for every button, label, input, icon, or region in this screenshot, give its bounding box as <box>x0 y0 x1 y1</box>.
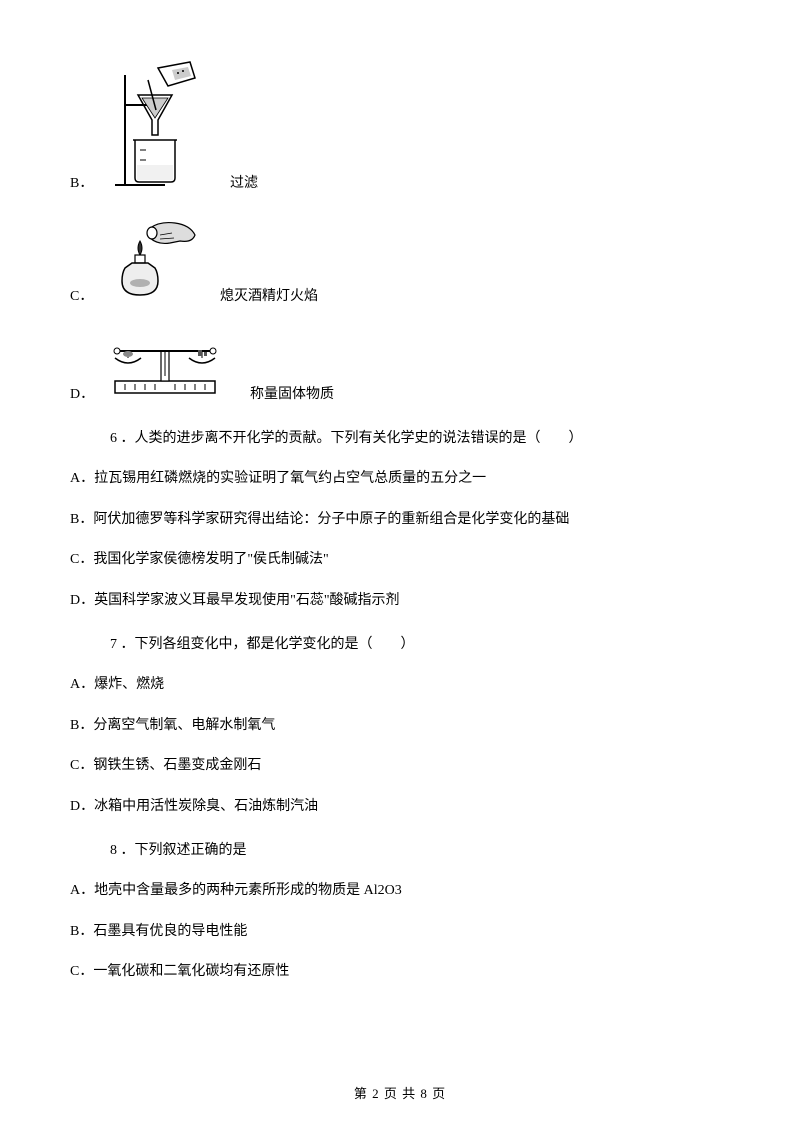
option-letter-d: D． <box>70 383 100 406</box>
q8-choice-c: C．一氧化碳和二氧化碳均有还原性 <box>70 961 730 983</box>
alcohol-lamp-image <box>100 213 200 308</box>
q6-choice-c: C．我国化学家侯德榜发明了"侯氏制碱法" <box>70 549 730 571</box>
q7-choice-c: C．钢铁生锈、石墨变成金刚石 <box>70 755 730 777</box>
q6-choice-a: A．拉瓦锡用红磷燃烧的实验证明了氧气约占空气总质量的五分之一 <box>70 468 730 490</box>
option-d-row: D． 称量固体物质 <box>70 326 730 406</box>
option-label-c: 熄灭酒精灯火焰 <box>200 285 318 308</box>
q7-choice-d: D．冰箱中用活性炭除臭、石油炼制汽油 <box>70 796 730 818</box>
q8-choice-a: A．地壳中含量最多的两种元素所形成的物质是 Al2O3 <box>70 880 730 902</box>
option-label-d: 称量固体物质 <box>230 383 334 406</box>
q7-choice-b: B．分离空气制氧、电解水制氧气 <box>70 715 730 737</box>
q6-stem: 6 ．人类的进步离不开化学的贡献。下列有关化学史的说法错误的是（ ） <box>110 428 730 450</box>
q6-choice-b: B．阿伏加德罗等科学家研究得出结论：分子中原子的重新组合是化学变化的基础 <box>70 509 730 531</box>
option-c-row: C． 熄灭酒精灯火焰 <box>70 213 730 308</box>
q8-choice-b: B．石墨具有优良的导电性能 <box>70 921 730 943</box>
option-letter-b: B． <box>70 172 100 195</box>
q6-choice-d: D．英国科学家波义耳最早发现使用"石蕊"酸碱指示剂 <box>70 590 730 612</box>
q7-choice-a: A．爆炸、燃烧 <box>70 674 730 696</box>
q8-stem: 8 ．下列叙述正确的是 <box>110 840 730 862</box>
page-footer: 第 2 页 共 8 页 <box>0 1083 800 1102</box>
option-b-row: B． 过滤 <box>70 60 730 195</box>
q7-stem: 7 ．下列各组变化中，都是化学变化的是（ ） <box>110 634 730 656</box>
filter-apparatus-image <box>100 60 210 195</box>
option-label-b: 过滤 <box>210 172 258 195</box>
balance-scale-image <box>100 326 230 406</box>
option-letter-c: C． <box>70 285 100 308</box>
